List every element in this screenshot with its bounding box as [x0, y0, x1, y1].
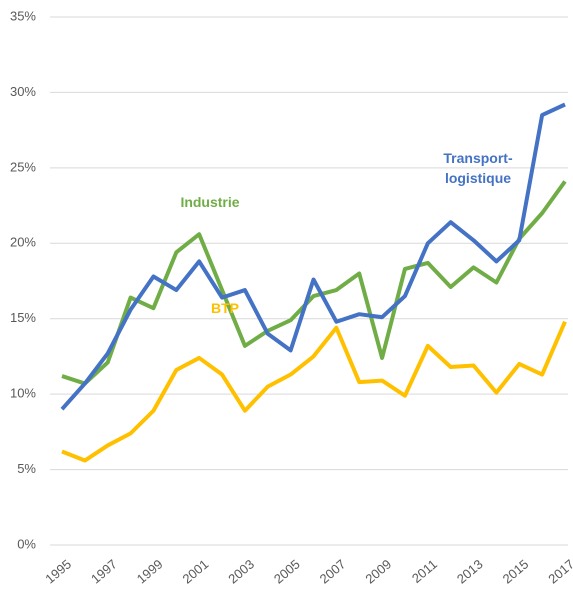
y-tick-label: 35% — [10, 8, 36, 23]
x-tick-label: 2011 — [409, 556, 440, 585]
x-tick-label: 2005 — [271, 556, 303, 586]
x-tick-label: 2009 — [362, 556, 394, 586]
x-tick-label: 1999 — [134, 556, 166, 586]
y-tick-label: 20% — [10, 235, 36, 250]
x-tick-label: 2015 — [500, 556, 532, 586]
y-tick-label: 0% — [17, 536, 36, 551]
series-line — [61, 180, 567, 386]
series-label: Transport-logistique — [443, 150, 513, 186]
y-tick-label: 5% — [17, 461, 36, 476]
x-tick-label: 2017 — [545, 556, 573, 586]
y-tick-label: 10% — [10, 386, 36, 401]
series-line — [61, 320, 567, 463]
x-tick-label: 2013 — [454, 556, 486, 586]
series-line — [60, 102, 566, 411]
y-tick-label: 25% — [10, 159, 36, 174]
x-tick-label: 1995 — [42, 556, 74, 586]
series-label: Industrie — [180, 194, 240, 210]
x-tick-label: 2007 — [317, 556, 349, 586]
x-tick-label: 2001 — [180, 556, 212, 586]
y-tick-label: 15% — [10, 310, 36, 325]
series-label: BTP — [211, 300, 239, 316]
x-tick-label: 2003 — [225, 556, 257, 586]
y-tick-label: 30% — [10, 84, 36, 99]
x-tick-label: 1997 — [88, 556, 120, 586]
